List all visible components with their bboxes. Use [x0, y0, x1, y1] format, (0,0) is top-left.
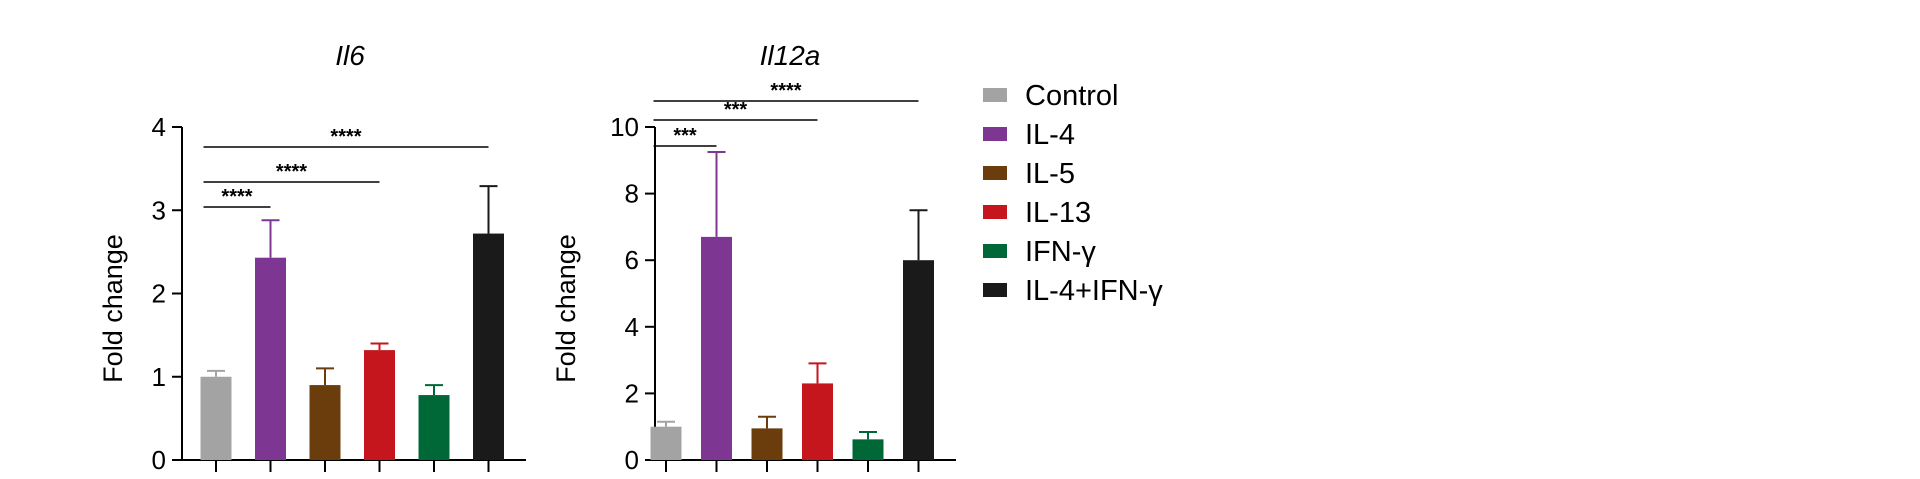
- significance-label: ***: [724, 99, 748, 121]
- y-tick-label: 4: [152, 112, 166, 142]
- y-axis-label: Fold change: [98, 234, 128, 383]
- significance-label: ****: [330, 126, 361, 148]
- legend-swatch: [983, 88, 1007, 102]
- bar-Control: [200, 376, 232, 460]
- legend-label: IL-5: [1025, 158, 1075, 190]
- y-tick-label: 0: [152, 445, 166, 474]
- bar-IL-5: [309, 385, 341, 460]
- bar-IL-5: [751, 428, 783, 460]
- y-tick-label: 6: [625, 245, 639, 275]
- legend-swatch: [983, 244, 1007, 258]
- bar-IL-4: [255, 257, 286, 460]
- legend-swatch: [983, 283, 1007, 297]
- bar-IL-13: [364, 350, 395, 460]
- y-tick-label: 1: [152, 362, 166, 392]
- legend-swatch: [983, 205, 1007, 219]
- legend-label: IL-13: [1025, 197, 1091, 229]
- significance-label: ****: [276, 161, 307, 183]
- bar-IL-4+IFN-γ: [473, 233, 504, 460]
- bar-IFN-γ: [418, 395, 450, 460]
- y-tick-label: 4: [625, 312, 639, 342]
- y-tick-label: 2: [152, 279, 166, 309]
- legend-label: IFN-γ: [1025, 236, 1096, 268]
- chart-il6: Il6 Fold change 0 1 2 3 4 **** **** ****: [98, 40, 526, 475]
- legend-label: Control: [1025, 80, 1119, 112]
- legend-swatch: [983, 127, 1007, 141]
- legend: Control IL-4 IL-5 IL-13 IFN-γ IL-4+IFN-γ: [983, 80, 1163, 307]
- significance-label: ****: [770, 80, 801, 102]
- significance-label: ****: [221, 186, 252, 208]
- chart-title: Il6: [335, 40, 365, 71]
- bar-IL-4+IFN-γ: [903, 260, 934, 460]
- y-tick-label: 10: [610, 112, 639, 142]
- y-tick-label: 3: [152, 195, 166, 225]
- significance-label: ***: [673, 125, 697, 147]
- y-axis-label: Fold change: [551, 234, 581, 383]
- legend-swatch: [983, 166, 1007, 180]
- legend-label: IL-4: [1025, 119, 1075, 151]
- y-tick-label: 2: [625, 378, 639, 408]
- bar-IL-4: [701, 236, 732, 460]
- y-tick-label: 0: [625, 445, 639, 474]
- bar-Control: [650, 426, 682, 460]
- bar-IFN-γ: [852, 439, 884, 460]
- legend-label: IL-4+IFN-γ: [1025, 275, 1163, 307]
- bar-IL-13: [802, 383, 833, 460]
- y-tick-label: 8: [625, 179, 639, 209]
- chart-title: Il12a: [760, 40, 821, 71]
